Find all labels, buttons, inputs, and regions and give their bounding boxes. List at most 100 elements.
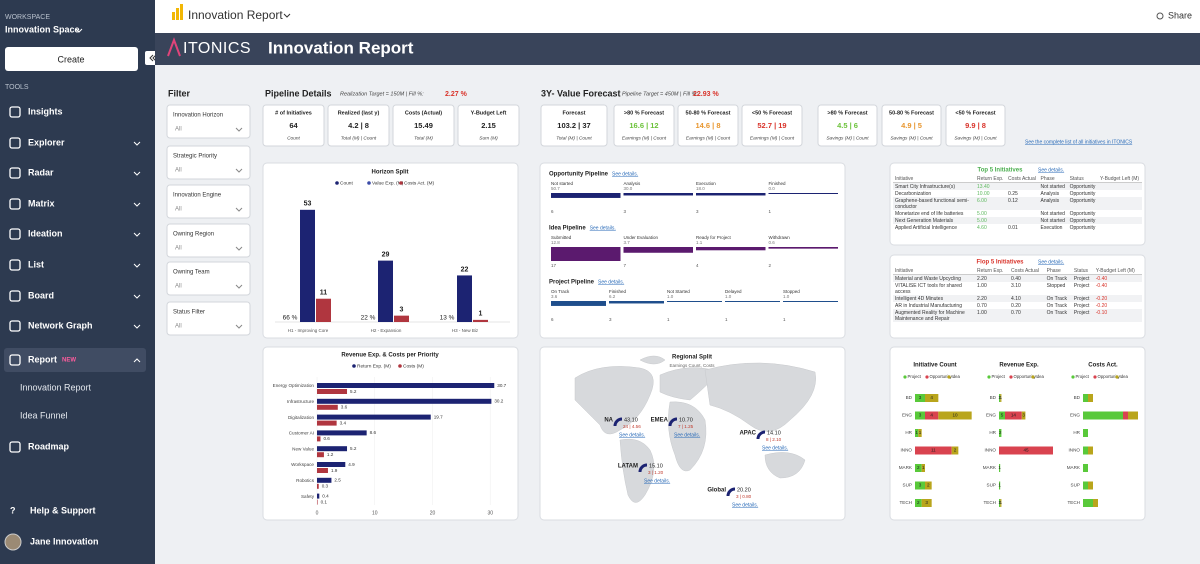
data-label: 5 (1001, 413, 1004, 418)
details-link[interactable]: See details. (590, 225, 616, 231)
filter-label: Innovation Engine (173, 193, 222, 199)
filter-box[interactable] (166, 104, 251, 139)
stage-bar (768, 193, 838, 194)
filter-box[interactable] (166, 261, 251, 296)
nav-item[interactable]: List (28, 259, 44, 269)
section-fill: 22.93 % (693, 91, 719, 98)
stage-value: 6 (551, 209, 554, 214)
bar-segment (1083, 394, 1088, 402)
kpi-title: >80 % Forecast (827, 110, 867, 116)
filter-box[interactable] (166, 145, 251, 180)
kpi-caption: Sum (M) (479, 135, 498, 141)
details-link[interactable]: See details. (762, 445, 788, 451)
help-icon: ? (10, 505, 16, 515)
stage-bar (551, 247, 621, 261)
legend-label: Return Exp. (M) (357, 363, 391, 369)
nav-item[interactable]: Radar (28, 167, 54, 177)
sidebar (0, 0, 155, 564)
filter-value: All (175, 127, 182, 133)
bar-segment (925, 411, 939, 420)
stage-name: Delayed (725, 289, 742, 294)
bar-segment (915, 411, 925, 420)
kpi-title: Y-Budget Left (471, 110, 507, 116)
map-land (619, 438, 655, 503)
table-cell (1098, 197, 1142, 210)
bar-segment (1083, 499, 1093, 507)
legend-label: Costs Act. (M) (404, 180, 435, 186)
y-tick-label: Safety (301, 494, 315, 499)
logo-mark (167, 37, 181, 57)
details-link[interactable]: See details. (1038, 259, 1064, 265)
map-land (764, 452, 806, 479)
table-cell: Project (1071, 309, 1094, 322)
bar (317, 414, 431, 420)
stage-name: Execution (696, 181, 716, 186)
nav-item[interactable]: Explorer (28, 137, 65, 147)
nav-item[interactable]: Insights (28, 106, 63, 116)
legend-dot (987, 375, 991, 379)
details-link[interactable]: See details. (644, 478, 670, 484)
table-row: Material and Waste Upcycling 2.20 0.40 On T… (893, 274, 1142, 282)
table-cell: Material and Waste Upcycling (893, 274, 975, 282)
nav-badge: NEW (62, 358, 76, 364)
y-tick-label: Energy Optimization (273, 383, 315, 388)
create-button[interactable] (5, 47, 138, 71)
legend-dot (1115, 375, 1119, 379)
table-title: Top 5 Initiatives (978, 168, 1024, 174)
stage-sub: 3.7 (624, 240, 631, 245)
region-name: Global (707, 488, 726, 494)
nav-item[interactable]: Network Graph (28, 320, 93, 330)
chart-title: Horizon Split (372, 170, 409, 176)
filter-label: Strategic Priority (173, 154, 217, 160)
report-item[interactable]: Innovation Report (20, 382, 92, 392)
legend-label: Idea (1036, 374, 1045, 379)
nav-item[interactable]: Roadmap (28, 441, 70, 451)
section-title: 3Y- Value Forecast (541, 88, 621, 98)
share-button[interactable]: Share (1168, 10, 1192, 20)
bar (317, 462, 346, 467)
legend-dot (925, 375, 929, 379)
filter-box[interactable] (166, 223, 251, 258)
y-tick-label: HR (989, 430, 996, 435)
kpi-card (262, 104, 325, 147)
bar-segment (921, 499, 932, 507)
topbar-title[interactable]: Innovation Report (188, 8, 283, 22)
nav-item[interactable]: Board (28, 290, 54, 300)
map-land (668, 401, 707, 472)
bar (317, 436, 321, 442)
initiatives-link[interactable]: See the complete list of all initiatives… (1025, 139, 1133, 145)
data-label: 1 (919, 430, 922, 435)
filter-box[interactable] (166, 301, 251, 336)
details-link[interactable]: See details. (612, 171, 638, 177)
table-cell: Not started (1038, 182, 1068, 190)
details-link[interactable]: See details. (598, 279, 624, 285)
help-link[interactable]: Help & Support (30, 505, 96, 515)
nav-item[interactable]: Ideation (28, 228, 63, 238)
nav-item[interactable]: Matrix (28, 198, 55, 208)
legend-dot (903, 375, 907, 379)
map-land (639, 355, 666, 365)
bar (457, 275, 472, 322)
details-link[interactable]: See details. (674, 432, 700, 438)
details-link[interactable]: See details. (732, 502, 758, 508)
table-cell: Decarbonization (895, 190, 932, 197)
stage-value: 4 (696, 263, 699, 268)
region-detail: 24 | 4.56 (623, 424, 641, 429)
filter-box[interactable] (166, 184, 251, 219)
table-cell: Next Generation Materials (893, 217, 975, 224)
data-label: 3 (919, 395, 922, 400)
data-label: 0.3 (322, 484, 329, 489)
nav-item[interactable]: Report (28, 354, 57, 364)
report-item[interactable]: Idea Funnel (20, 410, 68, 420)
details-link[interactable]: See details. (619, 432, 645, 438)
kpi-card (945, 104, 1006, 147)
stage-value: 3 (609, 317, 612, 322)
details-link[interactable]: See details. (1038, 167, 1064, 173)
table-cell: 0.70 (1009, 309, 1045, 322)
table-cell: Project (1073, 282, 1090, 289)
legend-dot (352, 364, 356, 368)
nav-icon (9, 320, 21, 332)
data-label: 8.6 (370, 430, 377, 435)
y-tick-label: MARK (899, 465, 913, 470)
filter-value: All (175, 246, 182, 252)
